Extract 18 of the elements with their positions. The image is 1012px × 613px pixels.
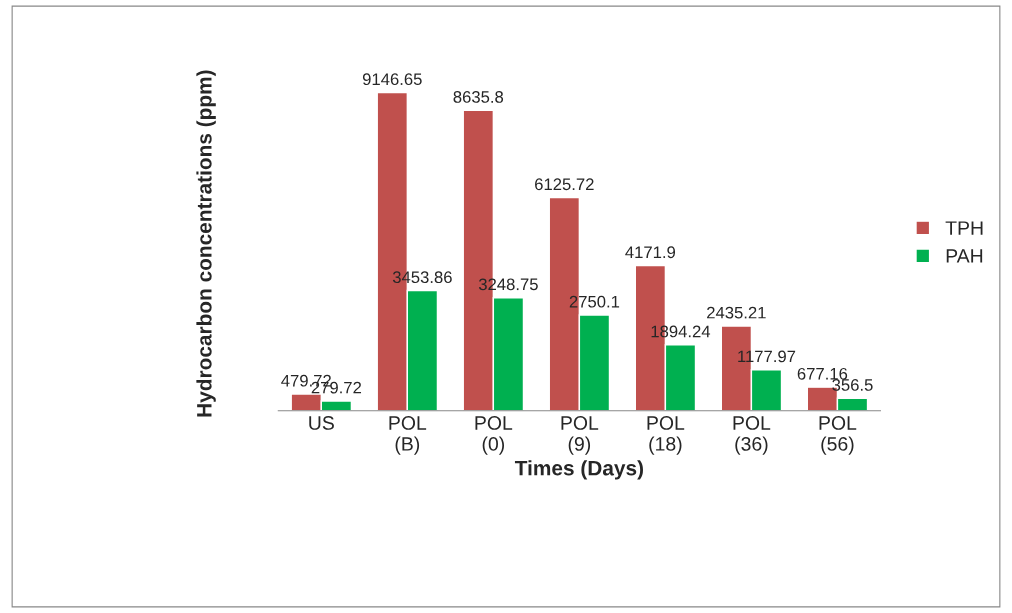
x-tick-label: POL (18) [647,416,685,455]
legend-label: PAH [946,249,983,263]
x-tick-label: POL (56) [819,416,857,455]
x-tick-label: POL (36) [733,416,771,455]
legend-label: TPH [945,221,983,235]
x-tick-label: POL (9) [561,416,599,455]
data-label: 4171.9 [625,246,676,259]
x-axis-title: Times (Days) [514,460,643,480]
x-tick-label: POL (B) [389,416,427,455]
y-axis-title: Hydrocarbon concentrations (ppm) [196,70,216,417]
data-label: 9146.65 [362,73,422,86]
data-label: 356.5 [832,379,873,391]
data-label: 8635.8 [453,91,504,103]
data-label: 677.16 [797,367,848,380]
x-tick-label: US [309,416,334,430]
data-label: 6125.72 [535,178,594,191]
x-tick-label: POL (0) [475,416,513,455]
data-label: 2435.21 [707,306,766,319]
